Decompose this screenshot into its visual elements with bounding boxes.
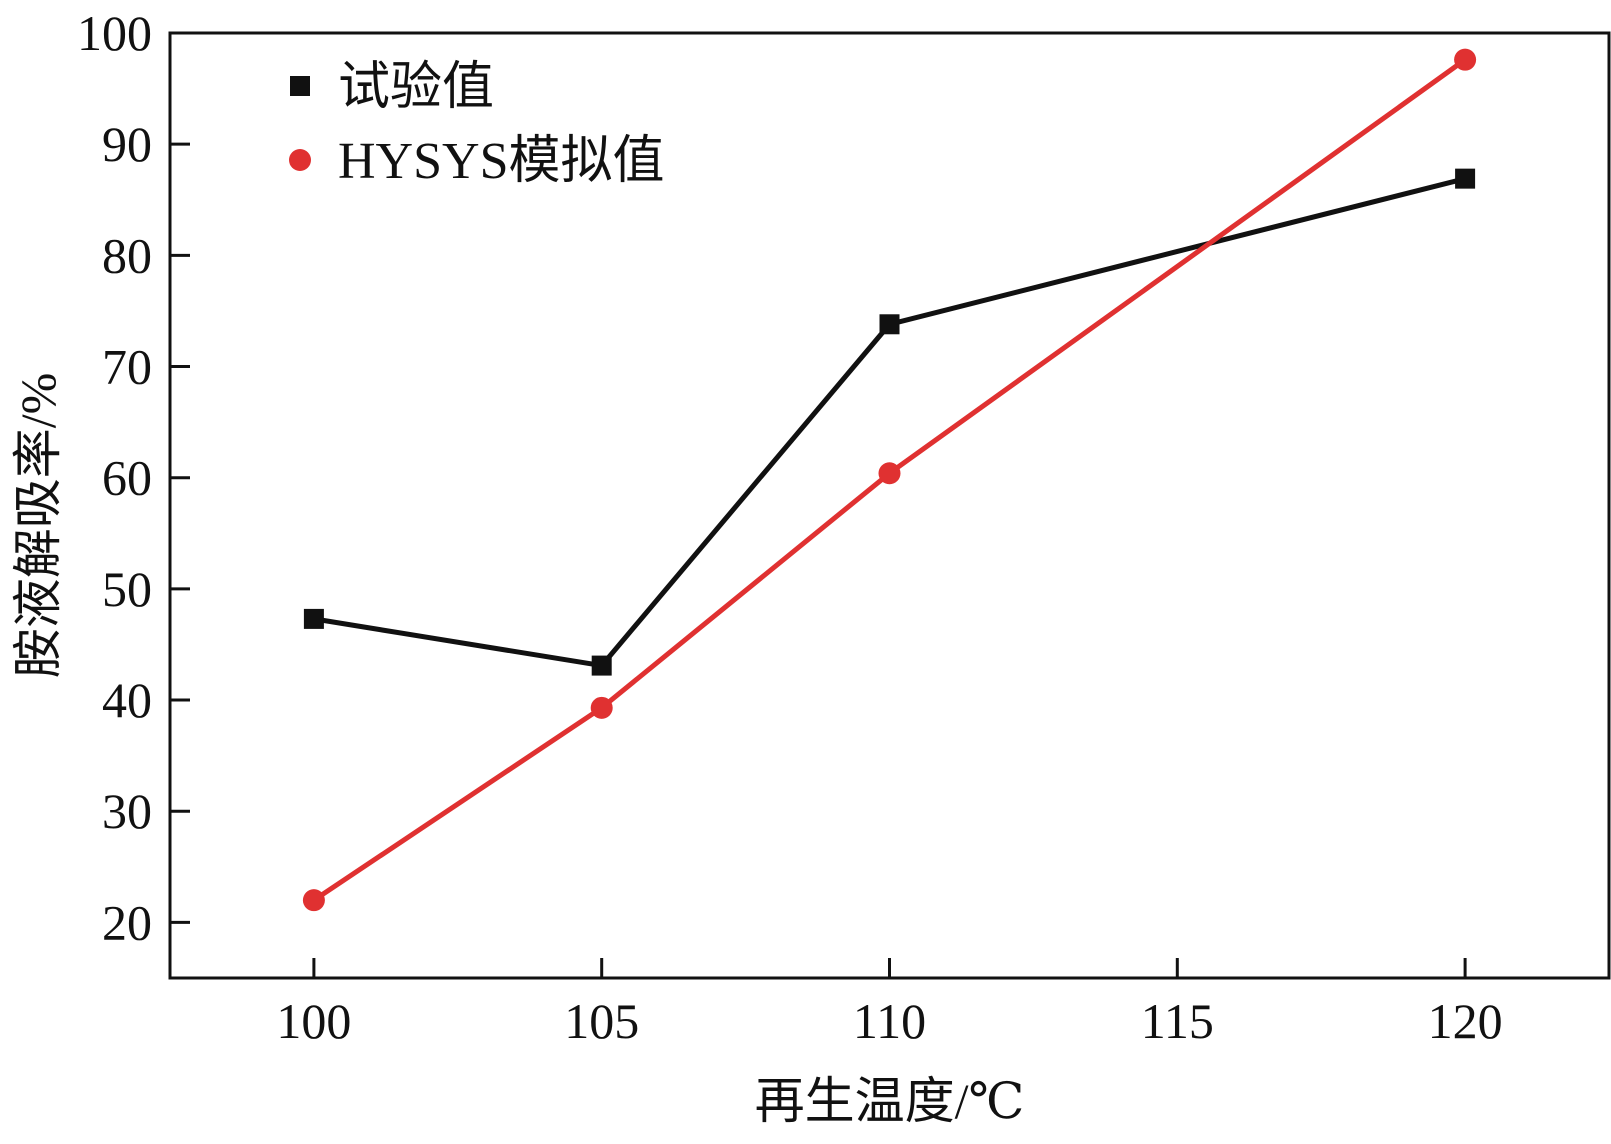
y-tick-label: 30 (102, 783, 152, 839)
series-layer (302, 48, 1477, 912)
tick-layer: 100 105 110 115 120 20 30 40 50 60 70 80 90 100 (77, 5, 1503, 1049)
x-tick-label: 105 (564, 993, 639, 1049)
data-point-circle (1454, 48, 1477, 71)
x-tick-label: 120 (1428, 993, 1503, 1049)
data-point-circle (302, 889, 325, 912)
x-tick-label: 110 (853, 993, 926, 1049)
y-tick-label: 20 (102, 894, 152, 950)
legend-marker-square (290, 76, 310, 96)
legend-label: HYSYS模拟值 (338, 133, 665, 190)
x-tick-label: 100 (276, 993, 351, 1049)
y-tick-label: 100 (77, 5, 152, 61)
legend-label: 试验值 (338, 59, 494, 116)
legend-marker-circle (289, 149, 311, 171)
data-point-square (879, 314, 900, 335)
x-axis-title: 再生温度/℃ (755, 1073, 1025, 1129)
data-point-square (303, 608, 324, 629)
x-tick-label: 115 (1141, 993, 1214, 1049)
series-experimental (303, 168, 1476, 676)
y-tick-label: 80 (102, 227, 152, 283)
data-point-circle (878, 462, 901, 485)
y-tick-label: 90 (102, 116, 152, 172)
y-tick-label: 40 (102, 672, 152, 728)
series-line (312, 57, 1467, 903)
series-hysys-simulated (302, 48, 1477, 912)
y-tick-label: 70 (102, 339, 152, 395)
y-axis-title: 胺液解吸率/% (10, 373, 66, 679)
data-point-circle (590, 696, 613, 719)
data-point-square (1455, 168, 1476, 189)
data-point-square (591, 655, 612, 676)
legend: 试验值 HYSYS模拟值 (289, 59, 665, 190)
series-line (313, 176, 1466, 669)
y-tick-label: 50 (102, 561, 152, 617)
y-tick-label: 60 (102, 450, 152, 506)
